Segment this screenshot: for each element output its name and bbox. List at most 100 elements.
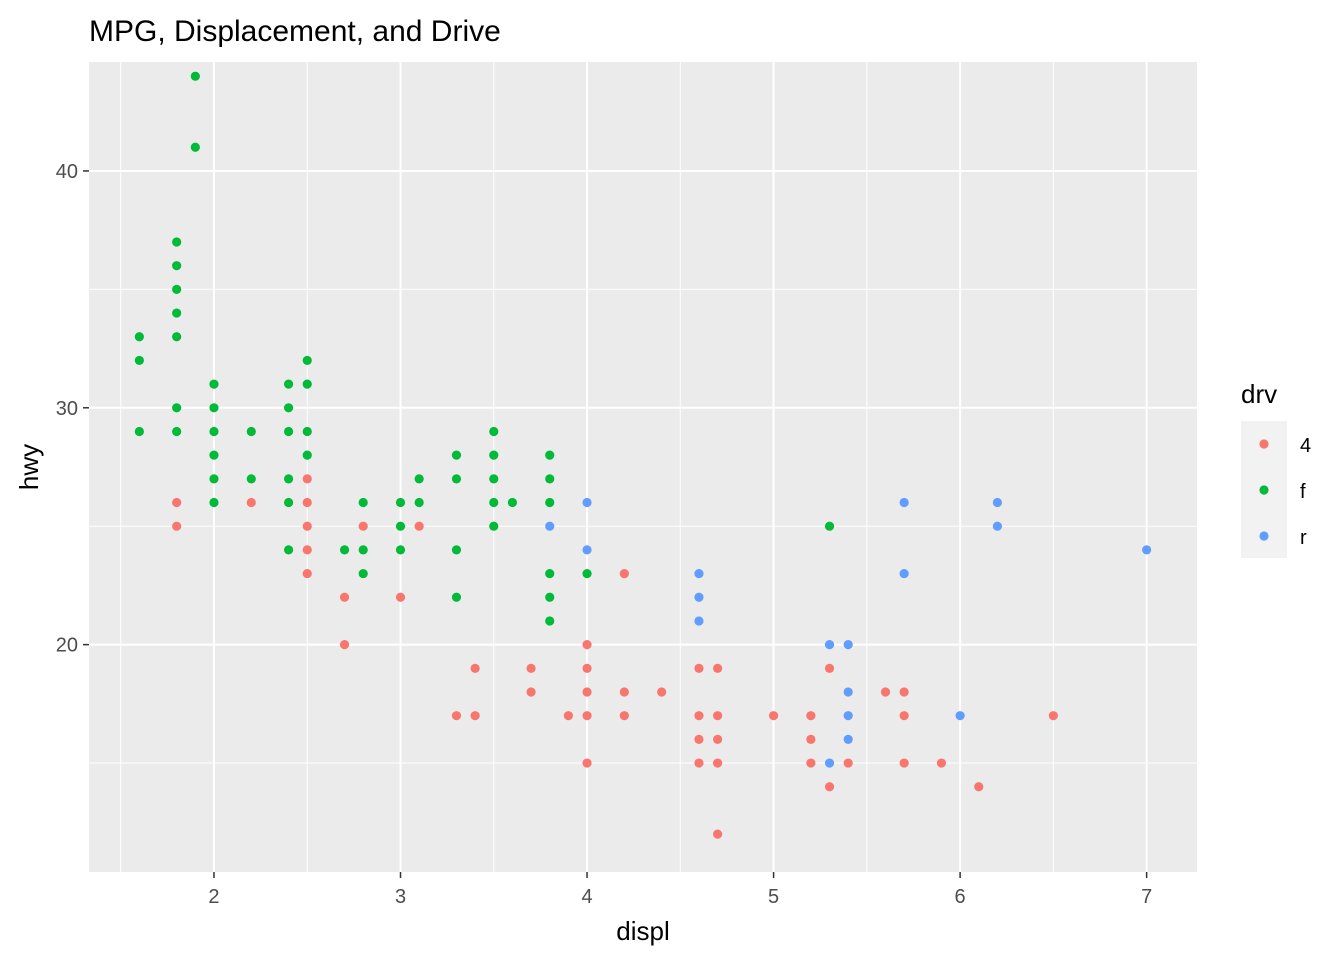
y-tick-label: 30 bbox=[56, 398, 78, 420]
data-point-4 bbox=[713, 711, 723, 721]
data-point-4 bbox=[936, 758, 947, 768]
data-point-4 bbox=[582, 687, 592, 697]
data-point-f bbox=[545, 450, 555, 460]
legend-key-4 bbox=[1259, 439, 1269, 449]
y-axis: 20 30 40 bbox=[56, 161, 89, 657]
data-point-4 bbox=[899, 711, 909, 721]
y-tick-label: 40 bbox=[56, 161, 78, 183]
data-point-f bbox=[209, 403, 219, 413]
data-point-4 bbox=[899, 758, 909, 768]
data-point-f bbox=[451, 545, 462, 555]
data-point-f bbox=[358, 497, 368, 508]
data-point-f bbox=[172, 284, 182, 294]
data-point-f bbox=[302, 355, 312, 366]
data-point-f bbox=[283, 379, 294, 389]
data-point-4 bbox=[974, 782, 984, 792]
data-point-4 bbox=[768, 711, 779, 721]
data-point-4 bbox=[824, 663, 835, 673]
data-point-4 bbox=[302, 474, 312, 484]
legend-label-f: f bbox=[1300, 481, 1306, 503]
data-point-f bbox=[451, 474, 462, 484]
data-point-f bbox=[283, 497, 294, 508]
x-tick-label: 7 bbox=[1141, 886, 1152, 908]
data-point-4 bbox=[619, 687, 629, 697]
legend-title: drv bbox=[1241, 379, 1277, 409]
data-point-r bbox=[1142, 545, 1152, 555]
x-axis: 2 3 4 5 6 7 bbox=[208, 872, 1152, 908]
data-point-4 bbox=[302, 545, 312, 555]
data-point-f bbox=[209, 379, 219, 389]
data-point-f bbox=[824, 521, 835, 531]
data-point-4 bbox=[302, 521, 312, 531]
data-point-4 bbox=[302, 497, 312, 508]
data-point-4 bbox=[358, 521, 368, 531]
data-point-4 bbox=[806, 734, 816, 744]
data-point-4 bbox=[713, 734, 723, 744]
data-point-f bbox=[283, 403, 294, 413]
data-point-f bbox=[545, 568, 555, 579]
data-point-f bbox=[283, 545, 294, 555]
data-point-f bbox=[545, 497, 555, 508]
data-point-f bbox=[545, 592, 555, 602]
x-tick-label: 6 bbox=[955, 886, 966, 908]
data-point-4 bbox=[843, 758, 853, 768]
data-point-f bbox=[414, 497, 424, 508]
data-point-r bbox=[843, 734, 853, 744]
data-point-r bbox=[582, 497, 592, 508]
data-point-f bbox=[507, 497, 518, 508]
data-point-r bbox=[899, 568, 909, 579]
x-tick-label: 5 bbox=[768, 886, 779, 908]
data-point-f bbox=[395, 545, 406, 555]
x-tick-label: 4 bbox=[581, 886, 592, 908]
data-point-4 bbox=[619, 568, 629, 579]
data-point-4 bbox=[713, 829, 723, 839]
data-point-f bbox=[172, 403, 182, 413]
data-point-f bbox=[134, 355, 144, 366]
minor-gridlines bbox=[89, 62, 1197, 872]
data-point-f bbox=[134, 426, 144, 437]
data-point-4 bbox=[694, 711, 704, 721]
data-point-r bbox=[824, 640, 835, 650]
data-point-f bbox=[358, 545, 368, 555]
data-point-f bbox=[283, 426, 294, 437]
data-point-f bbox=[302, 426, 312, 437]
data-point-4 bbox=[582, 711, 592, 721]
data-point-4 bbox=[899, 687, 909, 697]
data-point-f bbox=[489, 426, 499, 437]
data-point-f bbox=[246, 474, 256, 484]
data-point-4 bbox=[339, 592, 350, 602]
data-point-4 bbox=[806, 711, 816, 721]
data-point-r bbox=[694, 616, 704, 626]
data-point-4 bbox=[694, 663, 704, 673]
data-point-f bbox=[545, 616, 555, 626]
data-point-4 bbox=[172, 497, 182, 508]
data-point-r bbox=[843, 711, 853, 721]
chart-title: MPG, Displacement, and Drive bbox=[89, 15, 501, 48]
data-point-4 bbox=[563, 711, 573, 721]
data-point-4 bbox=[824, 782, 835, 792]
data-point-4 bbox=[582, 640, 592, 650]
legend-entries: 4 f r bbox=[1259, 435, 1311, 549]
data-point-f bbox=[209, 426, 219, 437]
data-point-f bbox=[172, 332, 182, 342]
data-point-f bbox=[172, 308, 182, 318]
data-point-4 bbox=[414, 521, 424, 531]
data-point-4 bbox=[619, 711, 629, 721]
data-point-4 bbox=[657, 687, 667, 697]
data-point-f bbox=[451, 592, 462, 602]
data-point-f bbox=[489, 474, 499, 484]
x-tick-label: 3 bbox=[395, 886, 406, 908]
data-point-f bbox=[209, 450, 219, 460]
data-point-4 bbox=[526, 687, 536, 697]
data-point-4 bbox=[880, 687, 891, 697]
data-point-r bbox=[899, 497, 909, 508]
data-point-4 bbox=[172, 521, 182, 531]
data-point-r bbox=[992, 497, 1003, 508]
data-point-4 bbox=[451, 711, 462, 721]
data-point-f bbox=[489, 497, 499, 508]
data-point-r bbox=[955, 711, 965, 721]
data-point-4 bbox=[302, 568, 312, 579]
data-point-f bbox=[172, 426, 182, 437]
data-point-f bbox=[358, 568, 368, 579]
